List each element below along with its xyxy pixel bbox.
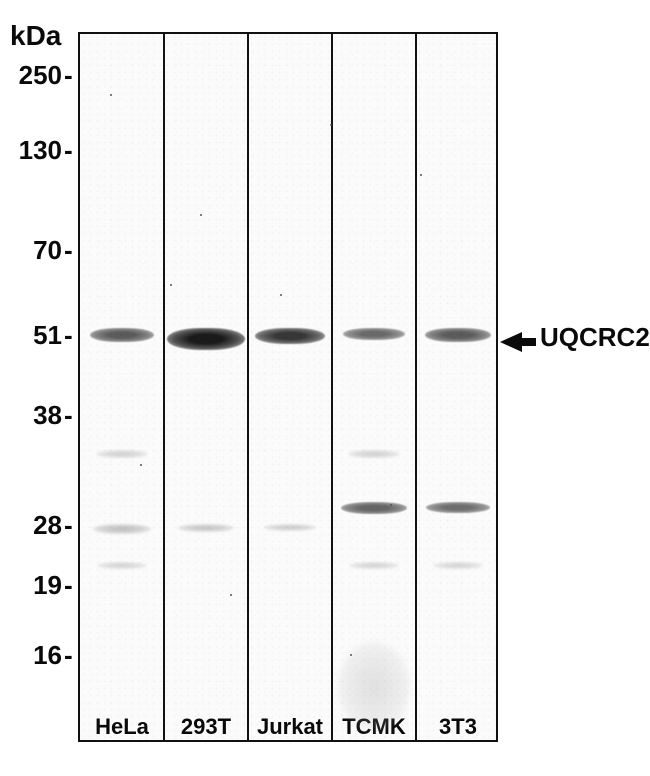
blot-band-main: [343, 328, 405, 340]
blot-band-faint: [348, 450, 400, 458]
kda-unit-label: kDa: [10, 20, 61, 52]
blot-band-28k: [426, 502, 490, 513]
film-grain: [80, 34, 496, 740]
mw-tick-dash: -: [64, 510, 73, 541]
film-speck: [350, 654, 352, 656]
film-speck: [280, 294, 282, 296]
blot-band-main: [90, 328, 154, 342]
lane-label-3t3: 3T3: [416, 714, 500, 740]
lane-label-hela: HeLa: [80, 714, 164, 740]
western-blot-figure: kDa 250-130-70-51-38-28-19-16- HeLa293TJ…: [0, 0, 650, 776]
arrow-shaft: [522, 338, 536, 346]
mw-tick-dash: -: [64, 235, 73, 266]
mw-tick-70: 70: [12, 235, 62, 266]
mw-tick-250: 250: [12, 60, 62, 91]
mw-tick-130: 130: [12, 135, 62, 166]
lane-divider: [415, 34, 417, 740]
lane-label-jurkat: Jurkat: [248, 714, 332, 740]
mw-tick-dash: -: [64, 640, 73, 671]
film-speck: [390, 504, 392, 506]
lane-divider: [163, 34, 165, 740]
film-speck: [200, 214, 202, 216]
blot-band-main: [167, 328, 245, 350]
mw-tick-dash: -: [64, 400, 73, 431]
mw-tick-51: 51: [12, 320, 62, 351]
blot-band-28k: [178, 524, 234, 532]
blot-band-28k: [93, 524, 151, 534]
lane-label-293t: 293T: [164, 714, 248, 740]
mw-tick-28: 28: [12, 510, 62, 541]
blot-band-main: [255, 328, 325, 344]
film-speck: [420, 174, 422, 176]
mw-tick-16: 16: [12, 640, 62, 671]
blot-band-faint: [433, 562, 483, 569]
mw-tick-dash: -: [64, 320, 73, 351]
mw-tick-dash: -: [64, 60, 73, 91]
mw-tick-dash: -: [64, 135, 73, 166]
mw-tick-19: 19: [12, 570, 62, 601]
film-speck: [330, 124, 332, 126]
blot-band-main: [425, 328, 491, 342]
lane-divider: [331, 34, 333, 740]
mw-tick-38: 38: [12, 400, 62, 431]
mw-tick-dash: -: [64, 570, 73, 601]
arrow-head-icon: [500, 332, 522, 352]
film-speck: [230, 594, 232, 596]
film-speck: [460, 334, 462, 336]
blot-band-faint: [96, 450, 148, 458]
target-protein-label: UQCRC2: [540, 322, 650, 353]
film-speck: [110, 94, 112, 96]
target-arrow: [500, 332, 536, 352]
blot-band-28k: [264, 524, 316, 531]
blot-band-faint: [349, 562, 399, 569]
blot-band-28k: [341, 502, 407, 514]
lane-divider: [247, 34, 249, 740]
film-speck: [120, 334, 122, 336]
blot-smudge: [338, 642, 410, 732]
blot-membrane: HeLa293TJurkatTCMK3T3: [78, 32, 498, 742]
film-speck: [170, 284, 172, 286]
blot-band-faint: [97, 562, 147, 569]
film-speck: [140, 464, 142, 466]
